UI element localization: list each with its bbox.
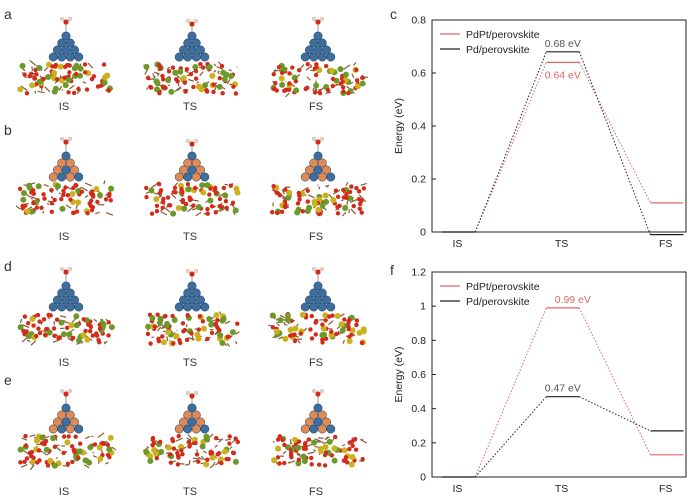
atomic-structure xyxy=(271,388,367,468)
atomic-structure xyxy=(143,18,239,96)
c-annotation-0: 0.64 eV xyxy=(545,69,581,81)
label-a-fs: FS xyxy=(308,101,324,113)
f-connector-0-0 xyxy=(474,307,547,478)
label-e-ts: TS xyxy=(182,486,198,498)
label-d-fs: FS xyxy=(308,357,324,369)
atomic-structure xyxy=(270,136,367,217)
atomic-structure xyxy=(144,138,241,217)
label-e-fs: FS xyxy=(308,486,324,498)
c-ylabel: Energy (eV) xyxy=(393,98,405,154)
f-connector-1-0 xyxy=(474,396,547,478)
panel-letter-b: b xyxy=(4,122,12,138)
c-legend-label-0: PdPt/perovskite xyxy=(466,29,540,41)
atomic-structure xyxy=(17,388,116,470)
c-connector-1-0 xyxy=(474,51,547,233)
panel-letter-c: c xyxy=(390,6,397,22)
panel-letter-a: a xyxy=(4,6,12,22)
f-connector-1-1 xyxy=(579,396,651,432)
label-d-is: IS xyxy=(58,357,70,369)
c-ytick-label: 0 xyxy=(420,227,426,239)
c-connector-0-1 xyxy=(578,62,651,204)
f-ytick-label: 0 xyxy=(420,472,426,484)
energy-chart-f: 0 0.2 0.4 0.6 0.8 1 1.2 Energy (eV) IS TS FS 0.99 e… xyxy=(393,267,687,495)
atomic-structure xyxy=(268,266,367,346)
panel-letter-f: f xyxy=(390,262,394,278)
f-legend-label-0: PdPt/perovskite xyxy=(466,281,540,293)
atomic-structure xyxy=(270,16,368,98)
label-b-fs: FS xyxy=(308,231,324,243)
panel-letter-e: e xyxy=(4,372,12,388)
f-legend-label-1: Pd/perovskite xyxy=(466,296,530,308)
f-annotation-1: 0.47 eV xyxy=(545,383,581,395)
energy-chart-c: 0 0.2 0.4 0.6 0.8 Energy (eV) IS TS FS 0.64 eV 0.6… xyxy=(393,15,687,250)
c-category-label: IS xyxy=(452,238,462,250)
atomic-structure xyxy=(17,266,115,346)
atomic-structure xyxy=(145,268,240,347)
f-annotation-0: 0.99 eV xyxy=(555,294,591,306)
f-category-label: TS xyxy=(555,483,568,495)
c-category-label: TS xyxy=(555,238,568,250)
c-category-label: FS xyxy=(659,238,672,250)
f-ytick-label: 0.2 xyxy=(411,437,426,449)
label-a-is: IS xyxy=(58,101,70,113)
label-e-is: IS xyxy=(58,486,70,498)
f-ytick-label: 1.2 xyxy=(411,267,426,279)
label-b-is: IS xyxy=(58,231,70,243)
atomic-structure xyxy=(142,390,240,469)
c-legend-label-1: Pd/perovskite xyxy=(466,44,530,56)
f-ytick-label: 1 xyxy=(420,301,426,313)
c-ytick-label: 0.4 xyxy=(411,121,426,133)
f-ytick-label: 0.4 xyxy=(411,403,426,415)
f-ytick-label: 0.8 xyxy=(411,335,426,347)
f-category-label: IS xyxy=(452,483,462,495)
f-ytick-label: 0.6 xyxy=(411,369,426,381)
atomic-structure xyxy=(16,136,115,216)
f-connector-0-1 xyxy=(578,307,651,456)
c-ytick-label: 0.6 xyxy=(411,68,426,80)
f-ylabel: Energy (eV) xyxy=(393,346,405,402)
c-connector-0-0 xyxy=(474,62,547,233)
panel-letter-d: d xyxy=(4,258,12,274)
f-category-label: FS xyxy=(659,483,672,495)
label-a-ts: TS xyxy=(182,101,198,113)
label-d-ts: TS xyxy=(182,357,198,369)
c-connector-1-1 xyxy=(578,51,651,235)
atomic-structure xyxy=(17,16,113,96)
c-annotation-1: 0.68 eV xyxy=(545,38,581,50)
c-ytick-label: 0.8 xyxy=(411,15,426,27)
label-b-ts: TS xyxy=(182,231,198,243)
c-ytick-label: 0.2 xyxy=(411,174,426,186)
